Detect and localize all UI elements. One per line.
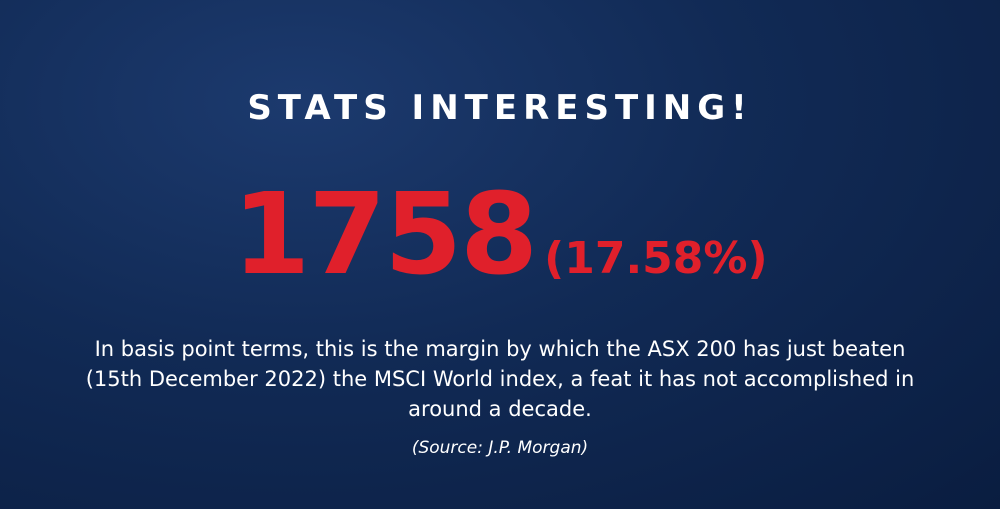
description: In basis point terms, this is the margin… [85,337,915,421]
stat: 1758 (17.58%) [0,170,1000,300]
source: (Source: J.P. Morgan) [411,438,589,458]
stat-percent: (17.58%) [544,233,768,284]
stat-number: 1758 [232,170,538,300]
title: STATS INTERESTING! [247,88,753,128]
